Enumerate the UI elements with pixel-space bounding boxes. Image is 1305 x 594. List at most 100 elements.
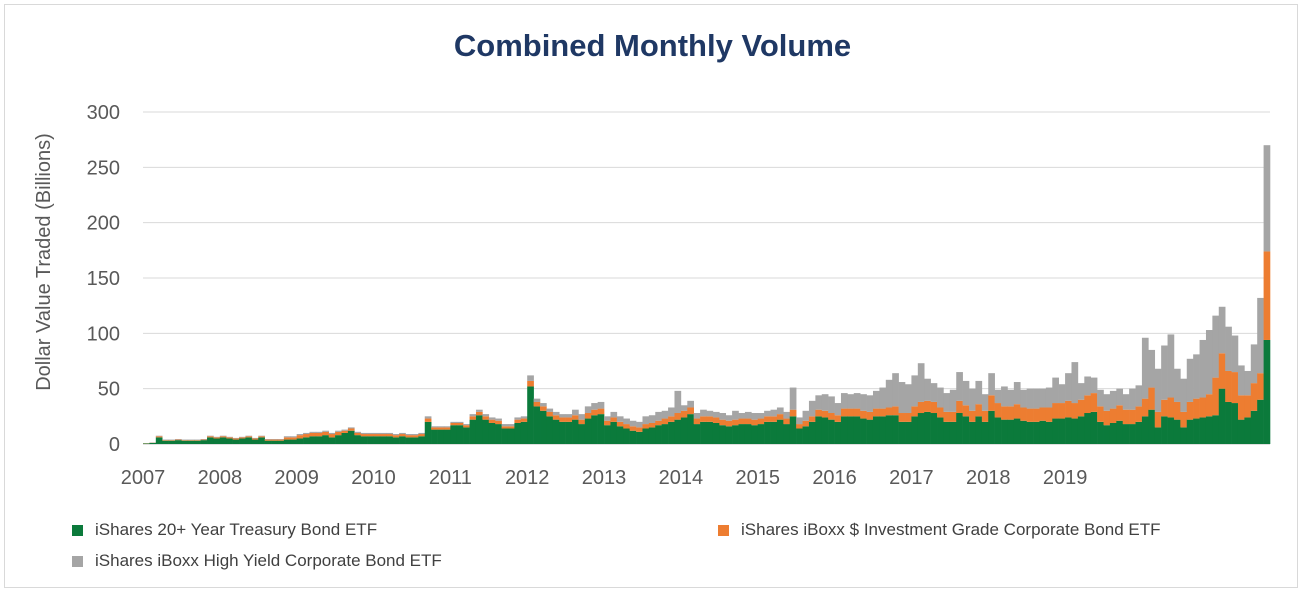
bar-segment-series-2 [1180, 378, 1188, 412]
bar-segment-series-1 [719, 419, 727, 426]
bar-segment-series-2 [994, 389, 1002, 404]
bar-segment-series-2 [546, 408, 554, 412]
bar-segment-series-0 [418, 436, 426, 444]
bar-segment-series-2 [1167, 334, 1175, 398]
bar-segment-series-0 [168, 440, 176, 444]
bar-segment-series-1 [623, 424, 630, 429]
bar-segment-series-1 [264, 439, 272, 441]
bar-segment-series-1 [495, 420, 502, 425]
bar-segment-series-0 [770, 421, 778, 444]
bar-segment-series-2 [1212, 315, 1220, 378]
bar-segment-series-0 [501, 428, 509, 444]
bar-segment-series-1 [155, 436, 163, 438]
bar-segment-series-1 [949, 411, 957, 422]
bar-segment-series-2 [1039, 388, 1047, 408]
legend-label-high-yield: iShares iBoxx High Yield Corporate Bond … [95, 551, 442, 570]
bar-segment-series-1 [1071, 403, 1079, 419]
bar-segment-series-2 [1116, 388, 1124, 406]
x-tick-label: 2017 [889, 467, 934, 489]
bar-segment-series-0 [552, 419, 560, 444]
bar-segment-series-0 [482, 419, 490, 444]
bar-segment-series-0 [732, 425, 739, 444]
bar-segment-series-2 [322, 430, 329, 432]
bar-segment-series-1 [700, 416, 707, 422]
x-tick-label: 2013 [582, 467, 627, 489]
bar-segment-series-2 [1237, 365, 1245, 396]
bar-segment-series-1 [482, 416, 490, 420]
bar-segment-series-2 [1058, 384, 1066, 404]
bar-segment-series-0 [616, 426, 624, 444]
bar-segment-series-1 [1039, 407, 1047, 421]
bar-segment-series-0 [194, 440, 201, 444]
bar-segment-series-0 [1116, 420, 1124, 444]
bar-segment-series-0 [431, 429, 438, 444]
bar-segment-series-1 [1033, 408, 1040, 422]
bar-segment-series-0 [1001, 419, 1008, 444]
bar-segment-series-1 [1237, 395, 1245, 420]
bar-segment-series-0 [463, 427, 470, 444]
bar-segment-series-0 [360, 436, 368, 444]
bar-segment-series-0 [1090, 411, 1098, 444]
bar-segment-series-0 [1026, 421, 1034, 444]
bar-segment-series-2 [700, 409, 707, 417]
bar-segment-series-0 [1122, 424, 1130, 444]
bar-segment-series-1 [443, 427, 451, 430]
bar-segment-series-2 [674, 390, 682, 414]
bar-segment-series-0 [712, 422, 720, 444]
legend-item-high-yield: iShares iBoxx High Yield Corporate Bond … [72, 551, 442, 571]
bar-segment-series-0 [475, 415, 483, 444]
bar-segment-series-1 [213, 437, 221, 439]
bar-segment-series-0 [687, 414, 694, 444]
bar-segment-series-1 [975, 404, 983, 417]
bar-segment-series-2 [616, 416, 624, 422]
bar-segment-series-2 [1186, 358, 1194, 402]
bar-segment-series-0 [219, 437, 227, 444]
legend-swatch-investment-grade [718, 524, 729, 536]
bar-segment-series-0 [290, 439, 297, 444]
bar-segment-series-0 [251, 439, 259, 444]
bar-segment-series-0 [296, 438, 304, 444]
bar-segment-series-1 [1103, 410, 1111, 426]
bar-segment-series-1 [552, 415, 560, 420]
bar-stacks [143, 145, 1271, 444]
bar-segment-series-0 [597, 414, 605, 444]
bar-segment-series-2 [962, 380, 970, 406]
bar-segment-series-2 [335, 430, 342, 432]
bar-segment-series-0 [808, 421, 816, 444]
bar-segment-series-1 [828, 413, 835, 420]
bar-segment-series-2 [552, 411, 560, 416]
bar-segment-series-1 [1077, 399, 1085, 417]
bar-segment-series-0 [988, 410, 995, 444]
bar-segment-series-1 [315, 432, 323, 437]
bar-segment-series-0 [751, 425, 759, 444]
bar-segment-series-1 [725, 420, 733, 427]
bar-segment-series-0 [469, 419, 477, 444]
bar-segment-series-1 [1007, 406, 1015, 420]
bar-segment-series-0 [1161, 416, 1168, 444]
bar-segment-series-1 [424, 418, 432, 422]
bar-segment-series-0 [175, 440, 182, 444]
bar-segment-series-1 [239, 437, 246, 439]
x-tick-label: 2019 [1043, 467, 1088, 489]
bar-segment-series-1 [290, 437, 297, 440]
bar-segment-series-1 [1193, 398, 1200, 419]
bar-segment-series-1 [463, 425, 470, 428]
bar-segment-series-2 [917, 363, 925, 402]
bar-segment-series-1 [898, 413, 906, 422]
bar-segment-series-0 [815, 416, 823, 444]
bar-segment-series-2 [207, 435, 214, 437]
bar-segment-series-0 [1244, 417, 1252, 444]
legend-item-investment-grade: iShares iBoxx $ Investment Grade Corpora… [718, 520, 1161, 540]
bar-segment-series-1 [1084, 395, 1091, 414]
bar-segment-series-1 [776, 414, 784, 420]
bar-segment-series-0 [514, 422, 522, 444]
bar-segment-series-1 [879, 408, 887, 417]
bar-segment-series-1 [751, 419, 759, 426]
y-tick-label: 300 [87, 102, 120, 124]
bar-segment-series-0 [1167, 417, 1175, 444]
bar-segment-series-2 [1244, 370, 1252, 396]
bar-segment-series-1 [796, 424, 803, 429]
bar-segment-series-2 [770, 409, 778, 417]
bar-segment-series-1 [604, 420, 611, 426]
bar-segment-series-2 [1263, 145, 1271, 252]
